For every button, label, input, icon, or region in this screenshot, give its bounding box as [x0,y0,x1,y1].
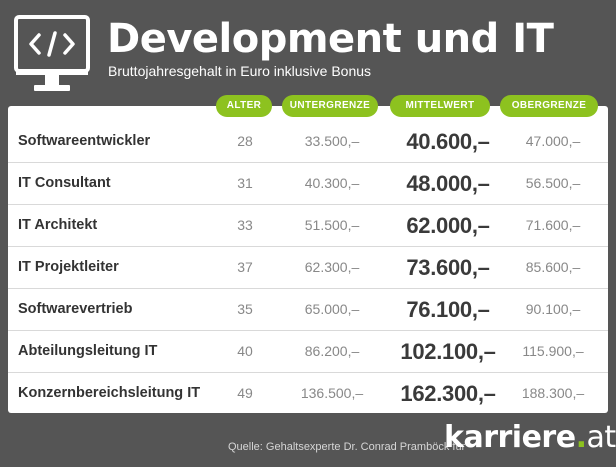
table-row: Abteilungsleitung IT 40 86.200,– 102.100… [8,331,608,373]
cell-untergrenze: 65.000,– [304,301,360,317]
cell-alter: 28 [237,133,253,149]
cell-mittelwert: 48.000,– [406,171,490,196]
row-label: Softwarevertrieb [18,301,133,317]
row-label: IT Projektleiter [18,259,119,275]
cell-obergrenze: 47.000,– [525,133,581,149]
table-row: IT Projektleiter 37 62.300,– 73.600,– 85… [8,247,608,289]
cell-untergrenze: 40.300,– [304,175,360,191]
cell-untergrenze: 33.500,– [304,133,360,149]
cell-mittelwert: 40.600,– [406,129,490,154]
cell-untergrenze: 51.500,– [304,217,360,233]
page-title: Development und IT [107,16,554,62]
salary-table-panel [8,106,608,413]
cell-untergrenze: 86.200,– [304,343,360,359]
cell-alter: 49 [237,385,253,401]
cell-mittelwert: 73.600,– [406,255,490,280]
row-label: Konzernbereichsleitung IT [18,385,201,401]
cell-untergrenze: 62.300,– [304,259,360,275]
cell-obergrenze: 56.500,– [525,175,581,191]
logo-dot: . [575,420,587,455]
row-label: IT Consultant [18,175,111,191]
cell-obergrenze: 188.300,– [521,385,585,401]
table-row: Softwareentwickler 28 33.500,– 40.600,– … [8,121,608,163]
cell-obergrenze: 85.600,– [525,259,581,275]
source-note: Quelle: Gehaltsexperte Dr. Conrad Prambö… [228,441,466,453]
column-header-alter: ALTER [216,95,272,117]
row-label: IT Architekt [18,217,98,233]
table-row: IT Consultant 31 40.300,– 48.000,– 56.50… [8,163,608,205]
code-monitor-icon [14,15,90,91]
column-header-untergrenze: UNTERGRENZE [282,95,378,117]
table-row: Konzernbereichsleitung IT 49 136.500,– 1… [8,373,608,414]
karriere-logo: karriere.at [444,420,616,455]
table-row: Softwarevertrieb 35 65.000,– 76.100,– 90… [8,289,608,331]
column-header-mittelwert: MITTELWERT [390,95,490,117]
table-row: IT Architekt 33 51.500,– 62.000,– 71.600… [8,205,608,247]
cell-mittelwert: 162.300,– [400,381,496,406]
logo-main: karriere [444,420,576,455]
cell-untergrenze: 136.500,– [300,385,364,401]
cell-alter: 35 [237,301,253,317]
logo-tld: at [586,420,616,455]
cell-alter: 37 [237,259,253,275]
cell-alter: 40 [237,343,253,359]
cell-alter: 33 [237,217,253,233]
row-label: Softwareentwickler [18,133,151,149]
cell-obergrenze: 71.600,– [525,217,581,233]
column-header-obergrenze: OBERGRENZE [500,95,598,117]
cell-mittelwert: 62.000,– [406,213,490,238]
cell-alter: 31 [237,175,253,191]
page-subtitle: Bruttojahresgehalt in Euro inklusive Bon… [108,63,372,79]
cell-obergrenze: 115.900,– [522,343,584,359]
row-label: Abteilungsleitung IT [18,343,158,359]
cell-obergrenze: 90.100,– [525,301,581,317]
cell-mittelwert: 102.100,– [400,339,496,364]
cell-mittelwert: 76.100,– [406,297,490,322]
